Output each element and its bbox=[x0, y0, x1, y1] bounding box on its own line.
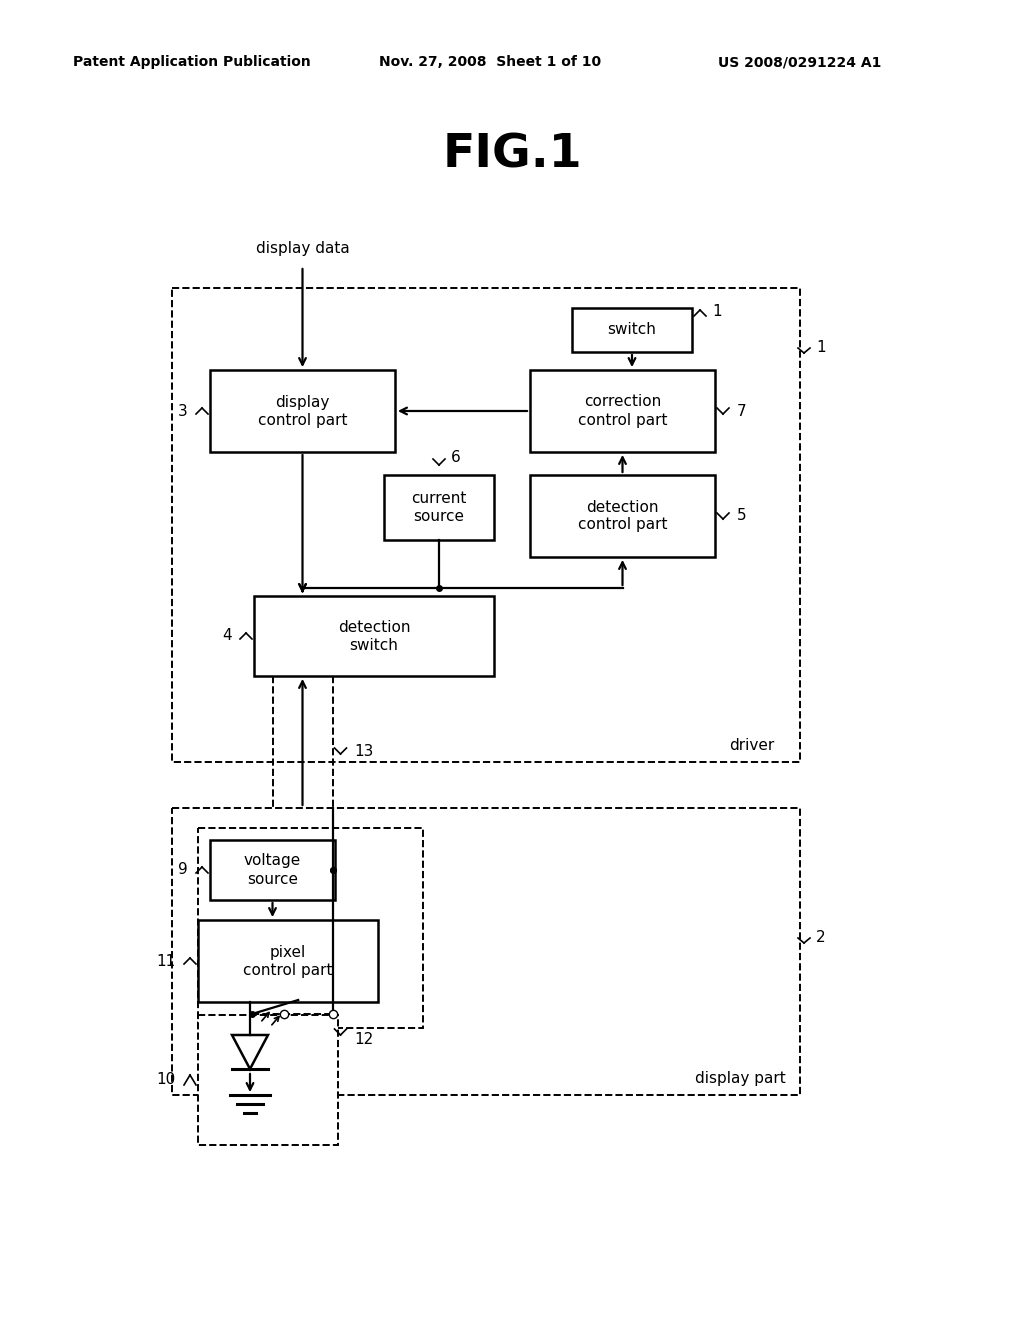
Text: control part: control part bbox=[258, 412, 347, 428]
Text: 13: 13 bbox=[354, 744, 374, 759]
Bar bbox=[530, 370, 715, 451]
Text: current: current bbox=[412, 491, 467, 506]
Bar bbox=[210, 840, 335, 900]
Bar bbox=[384, 475, 494, 540]
Text: display part: display part bbox=[694, 1072, 785, 1086]
Text: control part: control part bbox=[578, 412, 668, 428]
Bar bbox=[198, 1015, 338, 1144]
Text: 1: 1 bbox=[712, 305, 722, 319]
Text: 1: 1 bbox=[816, 341, 825, 355]
Bar bbox=[210, 370, 395, 451]
Polygon shape bbox=[232, 1035, 268, 1069]
Text: 10: 10 bbox=[157, 1072, 176, 1088]
Bar bbox=[172, 808, 800, 1096]
Bar bbox=[572, 308, 692, 352]
Text: display data: display data bbox=[256, 240, 349, 256]
Text: 9: 9 bbox=[178, 862, 188, 878]
Text: source: source bbox=[247, 871, 298, 887]
Bar bbox=[254, 597, 494, 676]
Text: 11: 11 bbox=[157, 953, 176, 969]
Text: detection: detection bbox=[338, 619, 411, 635]
Text: display: display bbox=[275, 395, 330, 409]
Text: voltage: voltage bbox=[244, 854, 301, 869]
Text: 3: 3 bbox=[178, 404, 188, 418]
Text: 7: 7 bbox=[737, 404, 746, 418]
Bar bbox=[530, 475, 715, 557]
Text: driver: driver bbox=[729, 738, 774, 754]
Text: source: source bbox=[414, 510, 465, 524]
Text: detection: detection bbox=[587, 499, 658, 515]
Text: Patent Application Publication: Patent Application Publication bbox=[73, 55, 311, 69]
Text: 5: 5 bbox=[737, 508, 746, 524]
Text: pixel: pixel bbox=[270, 945, 306, 960]
Text: switch: switch bbox=[607, 322, 656, 338]
Text: 6: 6 bbox=[451, 450, 461, 465]
Text: 2: 2 bbox=[816, 931, 825, 945]
Text: 12: 12 bbox=[354, 1032, 374, 1048]
Text: FIG.1: FIG.1 bbox=[442, 132, 582, 177]
Bar bbox=[172, 288, 800, 762]
Text: control part: control part bbox=[244, 962, 333, 978]
Text: Nov. 27, 2008  Sheet 1 of 10: Nov. 27, 2008 Sheet 1 of 10 bbox=[379, 55, 601, 69]
Text: switch: switch bbox=[349, 638, 398, 652]
Text: US 2008/0291224 A1: US 2008/0291224 A1 bbox=[718, 55, 882, 69]
Bar bbox=[198, 920, 378, 1002]
Text: correction: correction bbox=[584, 395, 662, 409]
Text: 4: 4 bbox=[222, 628, 232, 644]
Bar bbox=[198, 828, 423, 1028]
Text: control part: control part bbox=[578, 517, 668, 532]
